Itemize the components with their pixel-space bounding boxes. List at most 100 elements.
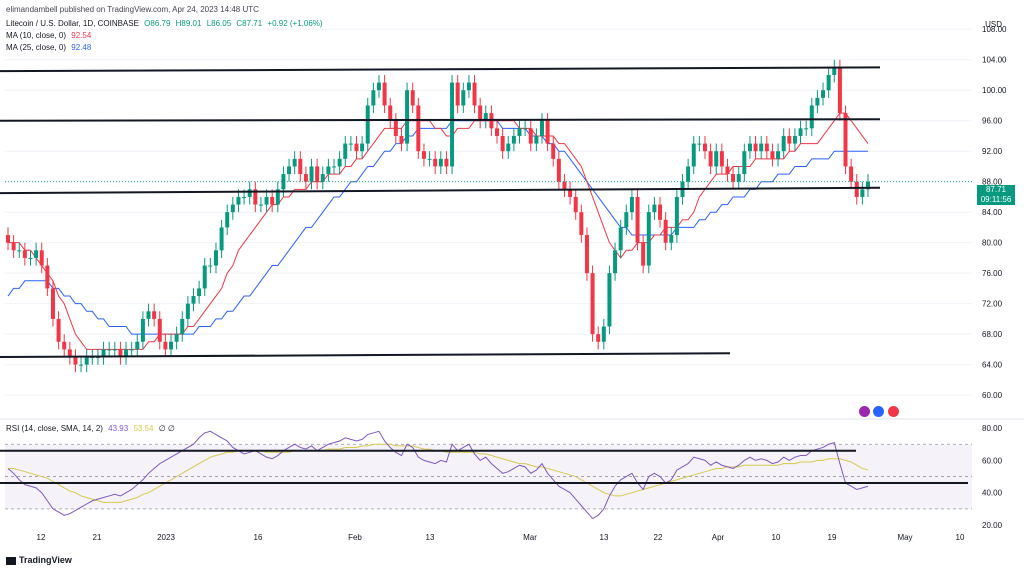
date-tick-label: 10	[956, 533, 965, 542]
price-tick-label: 72.00	[982, 300, 1003, 309]
candle-body	[247, 189, 252, 197]
candle-body	[73, 357, 78, 365]
candle-body	[399, 135, 404, 144]
date-tick-label: 21	[93, 533, 102, 542]
candle-body	[140, 318, 145, 342]
candle-body	[421, 151, 426, 159]
date-tick-label: 19	[828, 533, 837, 542]
candle-body	[382, 82, 387, 106]
candle-body	[629, 196, 634, 213]
candle-body	[444, 158, 449, 167]
candle-body	[601, 326, 606, 342]
candle-body	[686, 166, 691, 182]
candle-body	[360, 143, 365, 152]
currency-label: USD	[985, 20, 1002, 29]
candle-body	[124, 349, 129, 358]
candle-body	[613, 250, 618, 274]
candle-body	[787, 135, 792, 144]
candle-body	[635, 196, 640, 243]
publisher-line: elimandambell published on TradingView.c…	[6, 5, 259, 14]
candle-body	[495, 128, 500, 136]
candle-body	[556, 158, 561, 182]
candle-body	[315, 166, 320, 182]
ma10-value: 92.54	[71, 31, 92, 40]
ma25-legend[interactable]: MA (25, close, 0) 92.48	[6, 43, 94, 52]
candle-body	[275, 189, 280, 205]
symbol-ohlc-line: Litecoin / U.S. Dollar, 1D, COINBASE O86…	[6, 19, 326, 28]
symbol-name: Litecoin / U.S. Dollar, 1D, COINBASE	[6, 19, 139, 28]
candle-body	[792, 135, 797, 144]
candle-body	[50, 288, 55, 319]
candle-body	[798, 128, 803, 136]
candle-body	[596, 334, 601, 342]
candle-body	[95, 357, 100, 359]
candle-body	[107, 349, 112, 351]
candle-body	[287, 166, 292, 175]
last-price-tag: 87.71 09:11:56	[977, 185, 1015, 205]
ma10-legend[interactable]: MA (10, close, 0) 92.54	[6, 31, 94, 40]
candle-body	[174, 334, 179, 342]
candle-body	[213, 250, 218, 266]
candle-body	[742, 151, 747, 175]
candle-body	[669, 235, 674, 243]
candle-body	[815, 97, 820, 106]
candle-body	[776, 151, 781, 159]
candle-body	[747, 143, 752, 152]
candle-body	[34, 250, 39, 258]
candle-body	[101, 349, 106, 358]
candle-body	[180, 318, 185, 335]
candle-body	[236, 196, 241, 205]
price-tick-label: 92.00	[982, 147, 1003, 156]
candle-body	[433, 158, 438, 167]
candle-body	[736, 174, 741, 182]
candle-body	[393, 120, 398, 136]
us-flag-icon[interactable]	[872, 405, 886, 418]
candle-body	[202, 265, 207, 289]
candle-body	[191, 296, 196, 304]
rsi-tick-label: 20.00	[982, 521, 1003, 530]
candle-body	[674, 196, 679, 236]
candle-body	[759, 143, 764, 152]
candle-body	[450, 82, 455, 167]
candle-body	[708, 151, 713, 167]
rsi-legend[interactable]: RSI (14, close, SMA, 14, 2) 43.93 53.54 …	[6, 424, 178, 433]
candle-body	[472, 82, 477, 106]
candle-body	[281, 174, 286, 190]
candle-body	[781, 135, 786, 152]
candle-body	[517, 128, 522, 136]
candle-body	[500, 135, 505, 152]
candle-body	[866, 181, 870, 190]
ma25-label: MA (25, close, 0)	[6, 43, 67, 52]
us-flag-icon[interactable]	[886, 405, 900, 418]
candle-body	[764, 143, 769, 152]
candle-body	[523, 128, 528, 130]
candle-body	[511, 135, 516, 144]
candle-body	[826, 74, 831, 91]
candle-body	[573, 196, 578, 213]
candle-body	[832, 67, 837, 75]
candle-body	[753, 143, 758, 152]
trendline	[0, 118, 881, 122]
candle-body	[534, 135, 539, 144]
candle-body	[646, 212, 651, 266]
candle-body	[264, 196, 269, 205]
candle-body	[821, 90, 826, 98]
candle-body	[854, 181, 859, 197]
candle-body	[135, 341, 140, 350]
candle-body	[427, 158, 432, 160]
candle-body	[590, 273, 595, 335]
tradingview-logo[interactable]: TradingView	[6, 555, 72, 565]
candle-body	[551, 143, 556, 159]
date-tick-label: Mar	[523, 533, 537, 542]
price-tick-label: 60.00	[982, 391, 1003, 400]
price-tick-label: 104.00	[982, 56, 1007, 65]
ma10-line	[8, 112, 869, 350]
rsi-sma-value: 53.54	[133, 424, 154, 433]
candle-body	[146, 311, 151, 319]
lightning-icon[interactable]	[858, 405, 871, 418]
candle-body	[843, 113, 848, 167]
events-icons[interactable]	[858, 405, 900, 423]
candle-body	[607, 273, 612, 327]
candle-body	[539, 120, 544, 136]
